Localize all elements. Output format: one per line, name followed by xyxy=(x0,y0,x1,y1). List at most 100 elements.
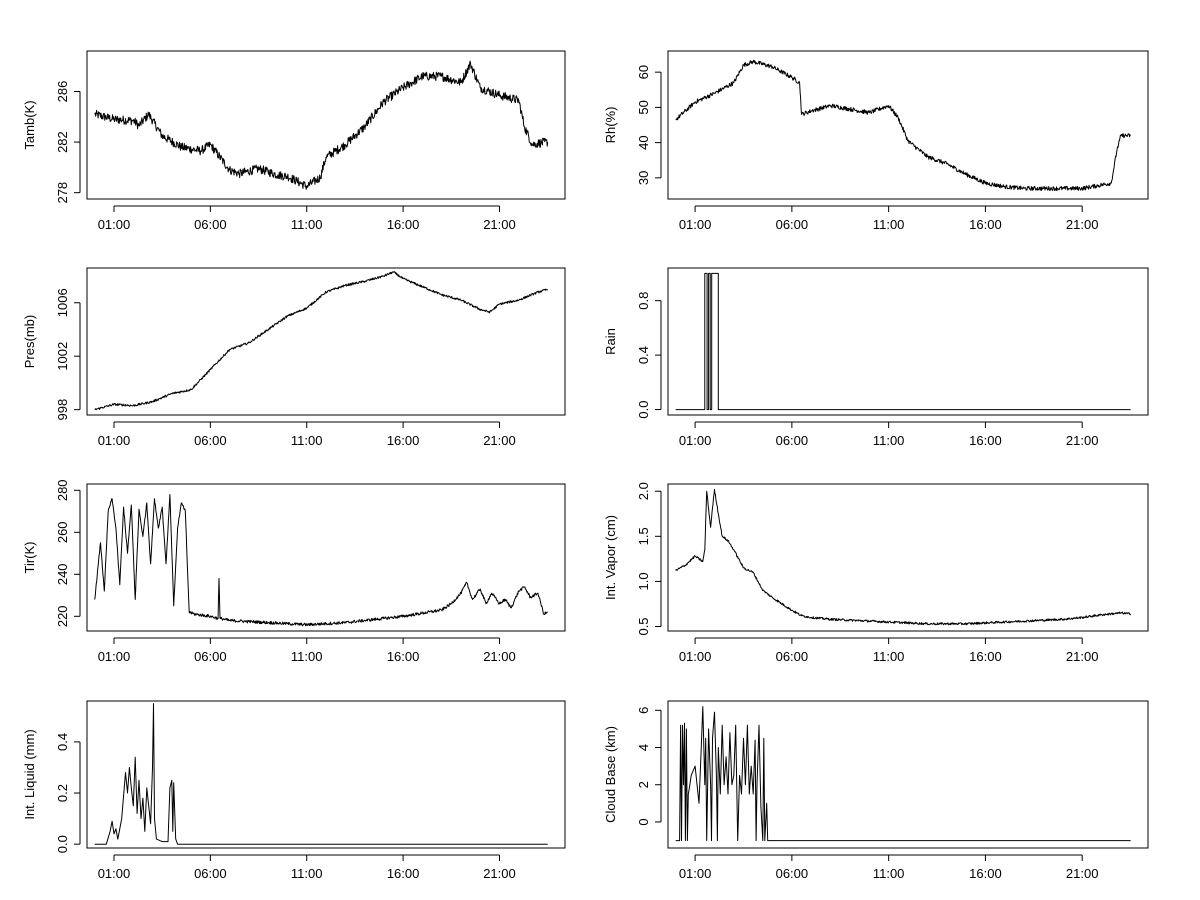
y-tick-label: 0.0 xyxy=(636,401,651,419)
y-tick-label: 60 xyxy=(636,65,651,79)
series-line xyxy=(94,494,548,627)
x-tick-label: 01:00 xyxy=(679,433,712,448)
y-tick-label: 0 xyxy=(636,818,651,825)
plot-frame xyxy=(86,483,566,632)
y-axis-label: Cloud Base (km) xyxy=(603,726,618,823)
x-tick-label: 01:00 xyxy=(679,649,712,664)
panel-6: 01:00 06:00 11:00 16:00 21:00 0.5 1.0 1.5 2.0 Int… xyxy=(603,482,1149,664)
x-tick-label: 11:00 xyxy=(291,649,323,664)
panel-7: 01:00 06:00 11:00 16:00 21:00 0.0 0.2 0.4 Int. L… xyxy=(22,700,566,881)
y-tick-label: 0.0 xyxy=(55,835,70,853)
plot-frame xyxy=(667,267,1149,416)
y-tick-label: 282 xyxy=(55,131,70,153)
x-tick-label: 06:00 xyxy=(776,433,809,448)
x-tick-label: 11:00 xyxy=(291,433,323,448)
series-line xyxy=(94,60,549,190)
x-tick-label: 06:00 xyxy=(194,649,227,664)
x-tick-label: 01:00 xyxy=(98,433,131,448)
y-tick-label: 50 xyxy=(636,100,651,114)
x-tick-label: 16:00 xyxy=(387,866,420,881)
x-tick-label: 16:00 xyxy=(969,433,1002,448)
x-tick-label: 06:00 xyxy=(776,866,809,881)
x-tick-label: 01:00 xyxy=(679,217,712,232)
x-tick-label: 06:00 xyxy=(776,217,809,232)
panel-2: 01:00 06:00 11:00 16:00 21:00 30 40 50 60 Rh(%) xyxy=(603,50,1149,232)
series-line xyxy=(675,488,1132,626)
y-tick-label: 2 xyxy=(636,781,651,788)
plot-frame xyxy=(86,267,566,416)
x-tick-label: 01:00 xyxy=(98,866,131,881)
y-tick-label: 1006 xyxy=(55,288,70,317)
plot-frame xyxy=(667,50,1149,200)
y-tick-label: 4 xyxy=(636,744,651,751)
series-line xyxy=(94,703,548,845)
y-tick-label: 0.5 xyxy=(636,617,651,635)
x-tick-label: 11:00 xyxy=(291,866,323,881)
y-axis-label: Int. Liquid (mm) xyxy=(22,729,37,819)
x-tick-label: 16:00 xyxy=(969,217,1002,232)
series-line xyxy=(94,271,549,411)
y-tick-label: 40 xyxy=(636,135,651,149)
plot-frame xyxy=(86,700,566,849)
x-tick-label: 21:00 xyxy=(1066,866,1099,881)
series-line xyxy=(675,59,1132,191)
x-tick-label: 11:00 xyxy=(873,866,905,881)
y-tick-label: 6 xyxy=(636,707,651,714)
x-tick-label: 01:00 xyxy=(98,217,131,232)
x-tick-label: 21:00 xyxy=(1066,217,1099,232)
plot-frame xyxy=(86,50,566,200)
x-tick-label: 16:00 xyxy=(969,866,1002,881)
x-tick-label: 11:00 xyxy=(291,217,323,232)
x-tick-label: 06:00 xyxy=(194,217,227,232)
y-axis-label: Int. Vapor (cm) xyxy=(603,515,618,600)
y-tick-label: 260 xyxy=(55,521,70,543)
panel-8: 01:00 06:00 11:00 16:00 21:00 0 2 4 6 Cloud Base … xyxy=(603,700,1149,881)
x-tick-label: 11:00 xyxy=(873,649,905,664)
y-tick-label: 1002 xyxy=(55,342,70,371)
y-tick-label: 0.2 xyxy=(55,784,70,802)
plot-frame xyxy=(667,700,1149,849)
x-tick-label: 06:00 xyxy=(776,649,809,664)
x-tick-label: 16:00 xyxy=(387,217,420,232)
x-tick-label: 21:00 xyxy=(483,866,516,881)
y-tick-label: 998 xyxy=(55,399,70,421)
series-line xyxy=(675,272,1131,411)
x-tick-label: 21:00 xyxy=(1066,433,1099,448)
y-axis-label: Tamb(K) xyxy=(22,100,37,149)
x-tick-label: 01:00 xyxy=(98,649,131,664)
panel-1: 01:00 06:00 11:00 16:00 21:00 278 282 286 Tamb(K… xyxy=(22,50,566,232)
series-line xyxy=(675,706,1131,842)
x-tick-label: 16:00 xyxy=(969,649,1002,664)
y-axis-label: Rh(%) xyxy=(603,107,618,144)
y-axis-label: Pres(mb) xyxy=(22,315,37,368)
x-tick-label: 21:00 xyxy=(483,433,516,448)
y-tick-label: 2.0 xyxy=(636,482,651,500)
y-tick-label: 278 xyxy=(55,182,70,204)
y-axis-label: Rain xyxy=(603,328,618,355)
x-tick-label: 01:00 xyxy=(679,866,712,881)
y-tick-label: 220 xyxy=(55,605,70,627)
x-tick-label: 21:00 xyxy=(1066,649,1099,664)
x-tick-label: 06:00 xyxy=(194,866,227,881)
y-tick-label: 0.4 xyxy=(55,733,70,751)
panel-3: 01:00 06:00 11:00 16:00 21:00 998 1002 1006 Pres… xyxy=(22,267,566,448)
y-tick-label: 280 xyxy=(55,479,70,501)
y-tick-label: 1.5 xyxy=(636,527,651,545)
x-tick-label: 16:00 xyxy=(387,433,420,448)
x-tick-label: 11:00 xyxy=(873,217,905,232)
y-tick-label: 1.0 xyxy=(636,572,651,590)
x-tick-label: 16:00 xyxy=(387,649,420,664)
panel-5: 01:00 06:00 11:00 16:00 21:00 220 240 260 280 Tir… xyxy=(22,479,566,664)
y-axis-label: Tir(K) xyxy=(22,541,37,573)
panel-4: 01:00 06:00 11:00 16:00 21:00 0.0 0.4 0.8 Rain xyxy=(603,267,1149,448)
x-tick-label: 06:00 xyxy=(194,433,227,448)
plot-frame xyxy=(667,483,1149,632)
x-tick-label: 11:00 xyxy=(873,433,905,448)
y-tick-label: 30 xyxy=(636,171,651,185)
y-tick-label: 286 xyxy=(55,81,70,103)
x-tick-label: 21:00 xyxy=(483,649,516,664)
y-tick-label: 0.4 xyxy=(636,346,651,364)
x-tick-label: 21:00 xyxy=(483,217,516,232)
y-tick-label: 240 xyxy=(55,563,70,585)
